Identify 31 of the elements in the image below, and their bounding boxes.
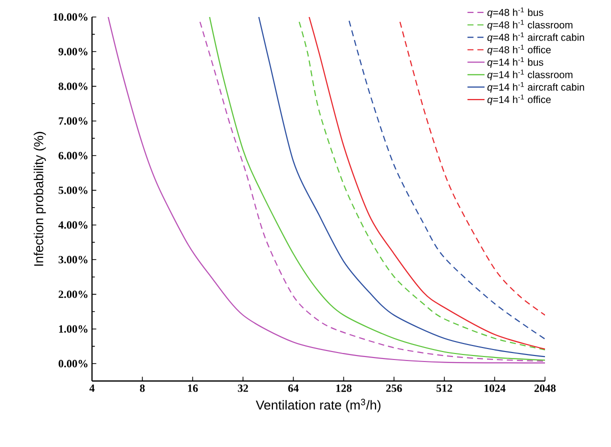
x-tick-label: 2048 [534, 384, 556, 392]
legend-label: q=48 h$^{-1}$ bus [487, 7, 544, 18]
legend-label: q=48 h$^{-1}$ aircraft cabin [487, 32, 584, 43]
x-tick-label: 16 [188, 384, 198, 392]
y-tick-label: 8.00% [58, 82, 88, 90]
x-tick-label: 4 [89, 384, 95, 392]
y-tick-label: 7.00% [58, 117, 88, 125]
y-tick-label: 3.00% [58, 256, 88, 264]
legend-label: q=14 h$^{-1}$ aircraft cabin [487, 82, 584, 93]
legend-label: q=48 h$^{-1}$ office [487, 44, 551, 56]
x-axis-title: Ventilation rate (m$^{3}$/h) [256, 398, 380, 412]
y-tick-label: 2.00% [58, 290, 88, 298]
legend-label: q=14 h$^{-1}$ bus [487, 57, 544, 68]
legend-label: q=14 h$^{-1}$ classroom [487, 70, 572, 80]
x-tick-label: 64 [288, 384, 299, 392]
y-tick-label: 0.00% [58, 360, 88, 368]
x-tick-label: 32 [238, 384, 248, 392]
y-tick-label: 1.00% [59, 325, 88, 333]
x-tick-label: 128 [336, 384, 352, 392]
y-tick-label: 5.00% [58, 186, 88, 194]
x-tick-label: 512 [436, 384, 452, 392]
y-tick-label: 10.00% [54, 13, 88, 21]
y-tick-label: 6.00% [58, 152, 88, 160]
y-tick-label: 4.00% [58, 221, 88, 229]
x-tick-label: 8 [140, 384, 145, 392]
y-tick-label: 9.00% [58, 48, 88, 56]
y-axis-title: Infection probability (%) [34, 132, 46, 266]
x-tick-label: 256 [386, 384, 402, 392]
legend-label: q=48 h$^{-1}$ classroom [487, 20, 572, 30]
x-tick-label: 1024 [484, 384, 506, 392]
legend-label: q=14 h$^{-1}$ office [487, 94, 551, 106]
